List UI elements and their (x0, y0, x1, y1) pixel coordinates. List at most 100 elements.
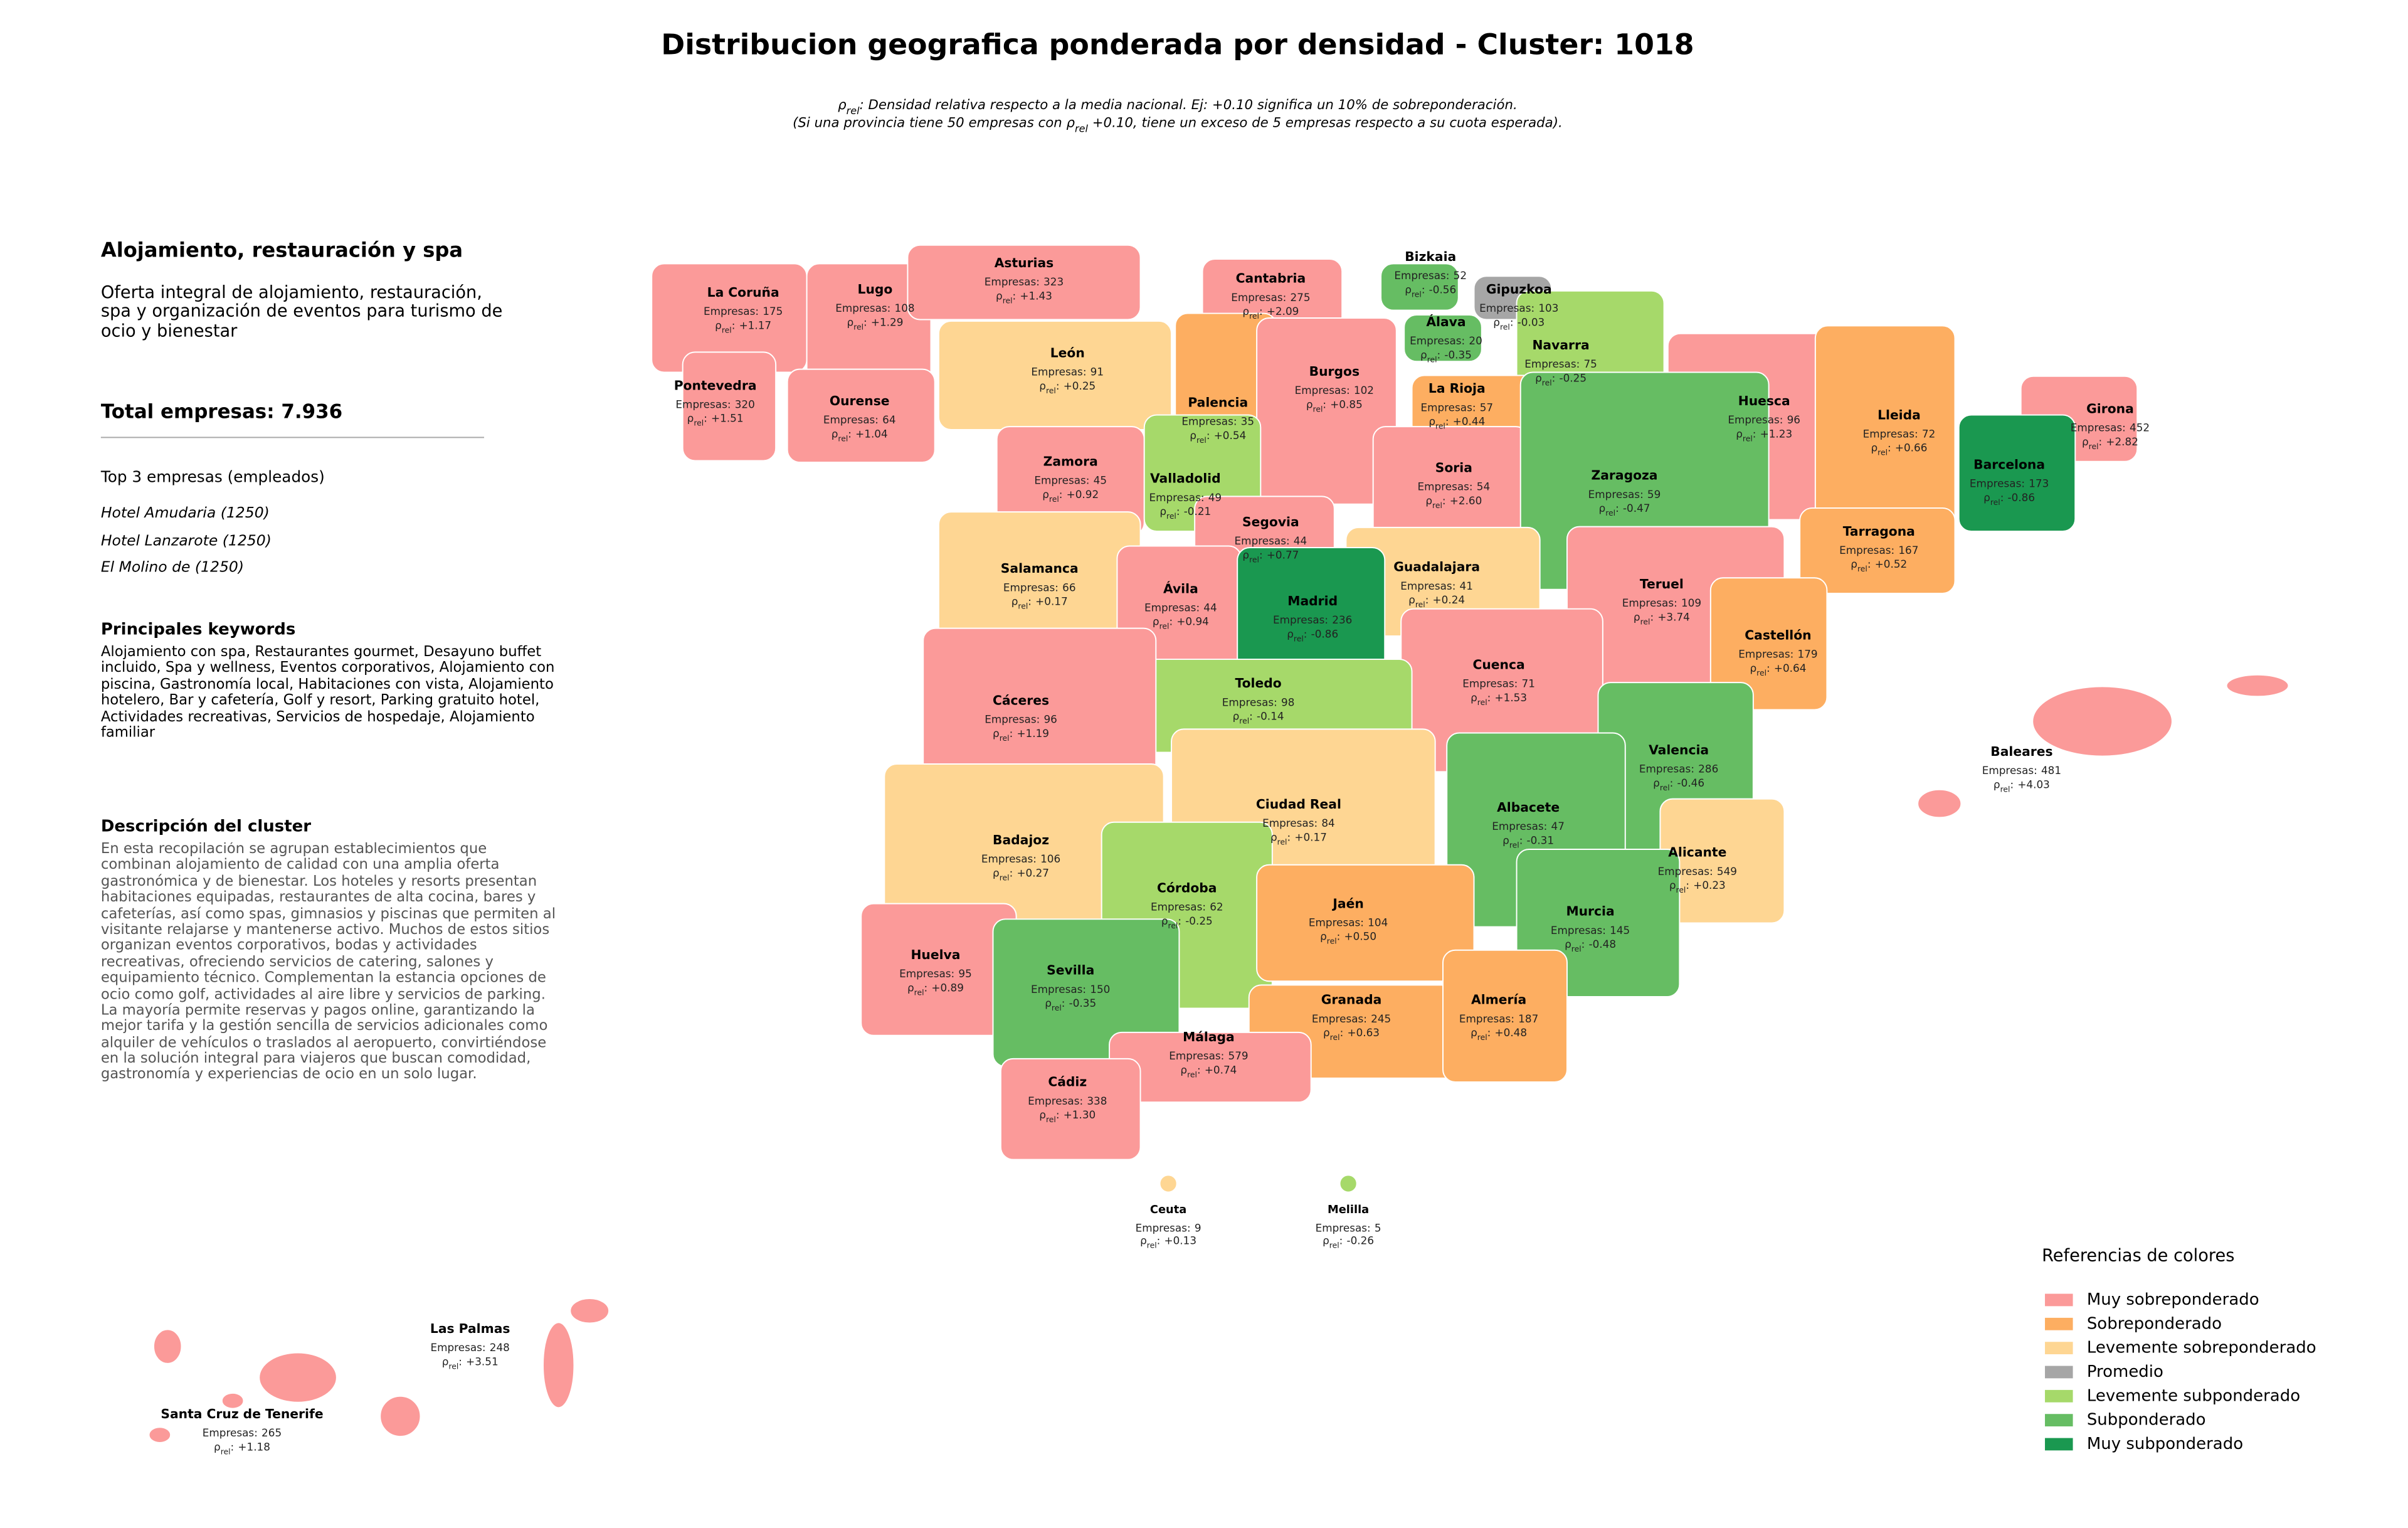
empresas-prefix: Empresas: (1034, 474, 1089, 487)
rho-symbol: ρ (1502, 834, 1509, 846)
empresas-prefix: Empresas: (1181, 415, 1237, 428)
legend-swatch (2045, 1342, 2073, 1355)
rho-symbol: ρ (1159, 505, 1166, 517)
province-rho: ρrel: +3.74 (1634, 610, 1690, 625)
province-rho: ρrel: +1.53 (1471, 691, 1527, 706)
province-rho: ρrel: +1.23 (1736, 427, 1792, 442)
rho-symbol: ρ (1471, 691, 1477, 704)
province-name: Palencia (1188, 395, 1248, 410)
empresas-value: 481 (2041, 764, 2061, 777)
rho-value: +0.74 (1205, 1063, 1237, 1076)
province-shape (221, 1392, 245, 1409)
rho-symbol: ρ (1190, 429, 1196, 442)
rho-value: +1.43 (1020, 289, 1052, 302)
province-rho: ρrel: +0.44 (1428, 415, 1485, 430)
rho-symbol: ρ (1161, 915, 1168, 927)
rho-symbol: ρ (1993, 778, 2000, 790)
rho-value: -0.31 (1527, 834, 1555, 846)
rho-value: +0.77 (1267, 548, 1299, 561)
province-rho: ρrel: -0.35 (1045, 997, 1096, 1012)
province-rho: ρrel: -0.35 (1420, 348, 1472, 363)
province-empresas: Empresas: 275 (1231, 291, 1310, 304)
sidebar-description: Oferta integral de alojamiento, restaura… (100, 284, 503, 341)
sidebar-description-box: Oferta integral de alojamiento, restaura… (100, 284, 503, 341)
province-empresas: Empresas: 49 (1149, 491, 1222, 504)
province-empresas: Empresas: 320 (675, 398, 754, 410)
rho-symbol: ρ (1320, 930, 1327, 943)
empresas-prefix: Empresas: (1400, 580, 1455, 592)
total: Total empresas: 7.936 (101, 400, 342, 423)
rho-colon: : (1867, 558, 1871, 570)
province-name: Cantabria (1236, 271, 1306, 286)
rho-subscript: rel (1743, 434, 1753, 443)
province-shape (542, 1322, 575, 1409)
province-empresas: Empresas: 102 (1295, 384, 1374, 396)
legend-label: Subponderado (2087, 1411, 2206, 1430)
rho-symbol: ρ (1140, 1234, 1147, 1246)
province-shape (258, 1352, 337, 1403)
empresas-value: 62 (1210, 901, 1223, 913)
legend-label: Muy subponderado (2087, 1435, 2243, 1453)
province-name: Tarragona (1843, 524, 1915, 539)
rho-value: -0.56 (1429, 283, 1457, 295)
province-empresas: Empresas: 62 (1151, 901, 1223, 913)
rho-colon: : (1487, 1026, 1491, 1039)
rho-subscript: rel (1294, 634, 1304, 643)
empresas-prefix: Empresas: (981, 852, 1037, 865)
province-empresas: Empresas: 71 (1462, 677, 1535, 690)
empresas-prefix: Empresas: (1479, 302, 1534, 314)
top-title: Top 3 empresas (empleados) (100, 468, 325, 486)
empresas-value: 167 (1898, 544, 1918, 556)
rho-colon: : (1056, 1108, 1060, 1121)
rho-symbol: ρ (1669, 879, 1676, 891)
province-empresas: Empresas: 103 (1479, 302, 1558, 314)
province-name: Huelva (911, 947, 960, 962)
empresas-prefix: Empresas: (1863, 427, 1918, 440)
empresas-value: 103 (1538, 302, 1558, 314)
empresas-prefix: Empresas: (1459, 1012, 1514, 1025)
empresas-prefix: Empresas: (1136, 1222, 1191, 1234)
province-empresas: Empresas: 44 (1235, 534, 1307, 547)
legend-swatch (2045, 1293, 2073, 1307)
province-empresas: Empresas: 106 (981, 852, 1060, 865)
rho-symbol: ρ (1405, 283, 1412, 295)
province-shape (682, 351, 777, 462)
province-rho: ρrel: +0.23 (1669, 879, 1726, 894)
province-empresas: Empresas: 549 (1658, 865, 1737, 878)
province-name: Ciudad Real (1256, 797, 1341, 812)
legend-label: Promedio (2087, 1362, 2163, 1381)
empresas-prefix: Empresas: (1149, 491, 1204, 504)
empresas-value: 145 (1610, 924, 1630, 936)
rho-subscript: rel (1640, 617, 1650, 626)
rho-symbol: ρ (1039, 379, 1046, 392)
rho-symbol: ρ (1306, 398, 1313, 410)
rho-value: -0.14 (1257, 710, 1284, 723)
rho-value: +2.09 (1267, 305, 1299, 317)
province-shape (1256, 864, 1475, 982)
cluster-text-box: En esta recopilación se agrupan establec… (101, 842, 556, 1083)
empresas-prefix: Empresas: (899, 967, 954, 980)
rho-symbol: ρ (1242, 548, 1249, 561)
rho-colon: : (1176, 505, 1180, 517)
province-shape (1380, 263, 1459, 311)
rho-colon: : (1013, 289, 1017, 302)
legend-label: Muy sobreponderado (2087, 1290, 2259, 1309)
empresas-prefix: Empresas: (1309, 916, 1364, 928)
province-rho: ρrel: +1.30 (1039, 1108, 1096, 1123)
province-empresas: Empresas: 187 (1459, 1012, 1538, 1025)
rho-colon: : (2000, 491, 2004, 504)
province-empresas: Empresas: 173 (1970, 477, 2049, 490)
province-rho: ρrel: -0.21 (1159, 505, 1211, 520)
empresas-value: 286 (1698, 763, 1718, 775)
rho-colon: : (1259, 548, 1263, 561)
province-rho: ρrel: +1.04 (832, 427, 888, 442)
rho-subscript: rel (1329, 1241, 1339, 1249)
rho-colon: : (1888, 442, 1891, 454)
province-rho: ρrel: -0.03 (1493, 316, 1545, 331)
province-empresas: Empresas: 45 (1034, 474, 1107, 487)
empresas-prefix: Empresas: (1316, 1222, 1371, 1234)
province-empresas: Empresas: 95 (899, 967, 972, 980)
rho-symbol: ρ (1983, 491, 1990, 504)
province-empresas: Empresas: 72 (1863, 427, 1936, 440)
